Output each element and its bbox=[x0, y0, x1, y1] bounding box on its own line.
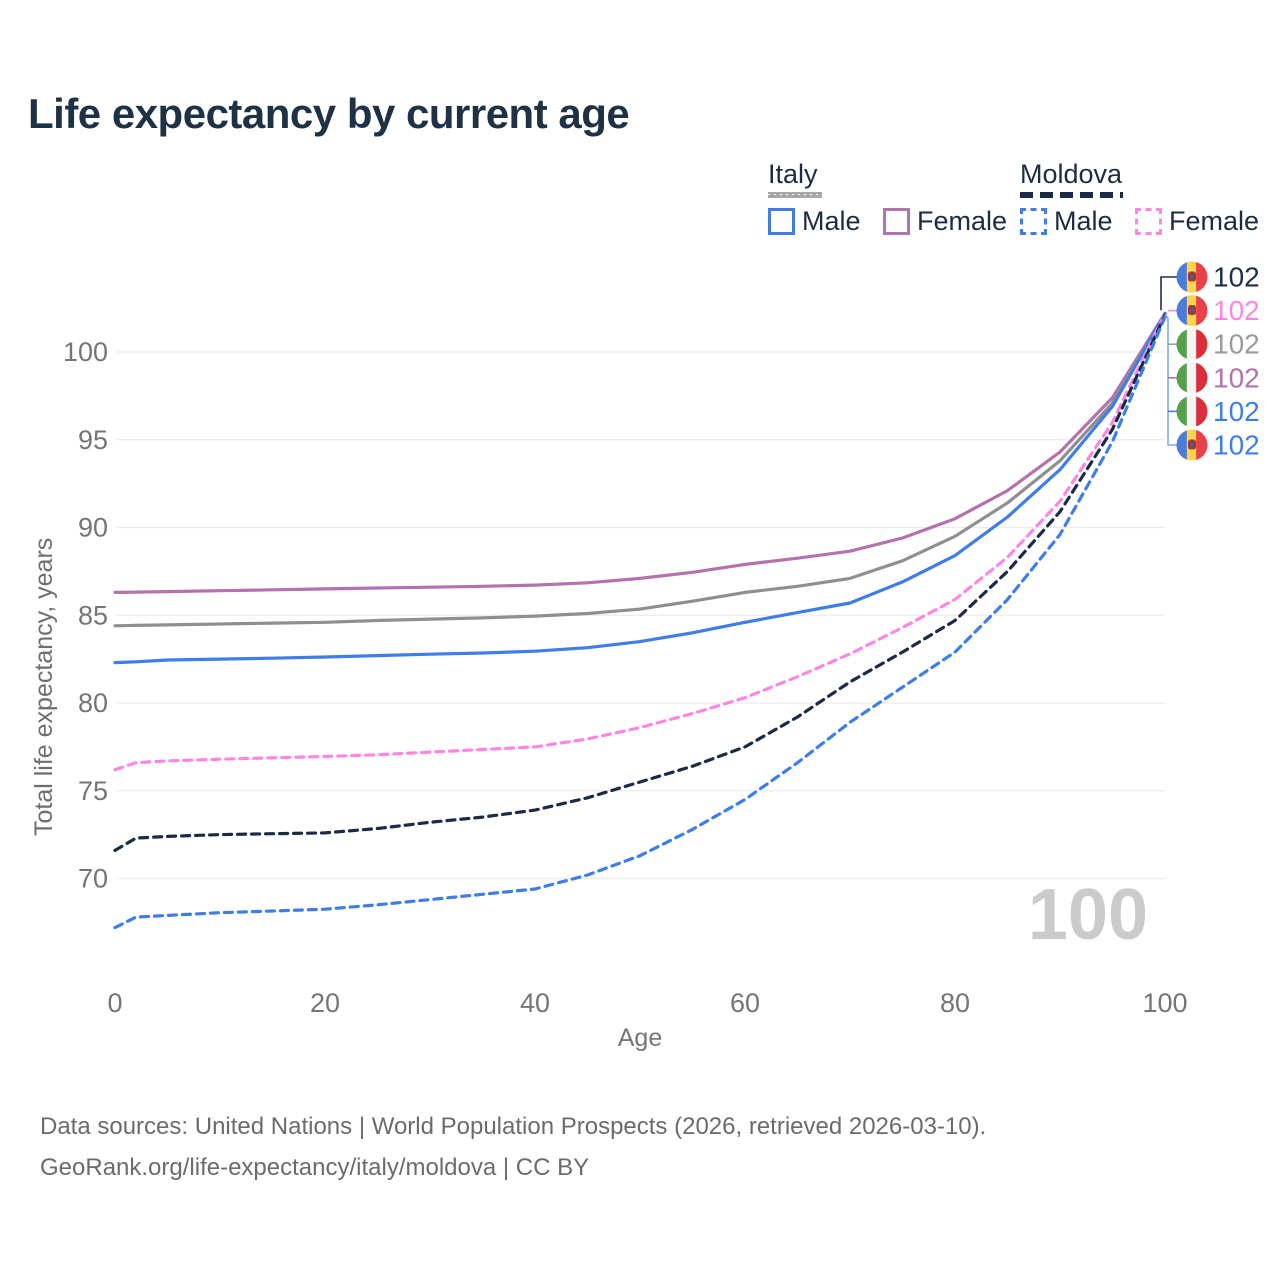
legend-item-label: Female bbox=[1168, 205, 1260, 236]
legend-item-label: Male bbox=[802, 205, 861, 236]
legend-item-italy-male[interactable]: Male bbox=[768, 206, 861, 237]
italy-flag-icon bbox=[1176, 362, 1208, 394]
legend-item-italy-female[interactable]: Female bbox=[882, 205, 1008, 237]
moldova-flag-icon bbox=[1176, 295, 1208, 327]
y-tick-70: 70 bbox=[78, 864, 108, 894]
legend-item-moldova-female[interactable]: Female bbox=[1134, 205, 1260, 237]
legend-moldova-line-sample bbox=[1020, 191, 1123, 198]
legend-item-moldova-male[interactable]: Male bbox=[1020, 206, 1113, 237]
legend-country-italy[interactable]: Italy bbox=[768, 159, 818, 189]
x-tick-100: 100 bbox=[1142, 988, 1187, 1018]
y-tick-80: 80 bbox=[78, 688, 108, 718]
y-axis-title: Total life expectancy, years bbox=[30, 537, 58, 836]
legend-country-moldova[interactable]: Moldova bbox=[1020, 159, 1123, 189]
legend-italy-line-sample bbox=[768, 191, 822, 198]
y-tick-90: 90 bbox=[78, 513, 108, 543]
x-tick-0: 0 bbox=[107, 988, 122, 1018]
series-line-moldova-female[interactable] bbox=[113, 311, 1167, 772]
end-value-label-italy-both-sexes: 102 bbox=[1213, 329, 1260, 360]
legend-item-label: Female bbox=[916, 205, 1008, 236]
x-tick-20: 20 bbox=[310, 988, 340, 1018]
y-tick-100: 100 bbox=[63, 337, 108, 367]
italy-male-swatch-icon bbox=[768, 207, 795, 235]
x-tick-60: 60 bbox=[730, 988, 760, 1018]
page-title: Life expectancy by current age bbox=[28, 90, 630, 137]
current-age-watermark: 100 bbox=[1027, 875, 1148, 955]
legend-item-label: Male bbox=[1054, 205, 1113, 236]
x-axis-title: Age bbox=[617, 1024, 663, 1052]
x-tick-40: 40 bbox=[520, 988, 550, 1018]
legend: Italy Male Female Moldova Male Female bbox=[766, 159, 1259, 240]
moldova-flag-icon bbox=[1176, 429, 1208, 461]
italy-female-swatch-icon bbox=[882, 207, 910, 235]
series-line-italy-male[interactable] bbox=[113, 311, 1167, 665]
moldova-male-swatch-icon bbox=[1020, 207, 1047, 235]
moldova-female-swatch-icon bbox=[1134, 207, 1162, 235]
y-tick-85: 85 bbox=[78, 600, 108, 630]
attribution-line: GeoRank.org/life-expectancy/italy/moldov… bbox=[40, 1154, 590, 1181]
moldova-flag-icon bbox=[1176, 261, 1208, 293]
legend-group-italy: Italy Male Female bbox=[768, 159, 1025, 240]
y-tick-75: 75 bbox=[78, 776, 108, 806]
end-value-label-moldova-female: 102 bbox=[1213, 295, 1260, 326]
leader-line bbox=[1160, 276, 1177, 311]
legend-group-moldova: Moldova Male Female bbox=[1020, 159, 1277, 240]
end-value-label-moldova-male: 102 bbox=[1213, 430, 1260, 461]
end-value-label-italy-female: 102 bbox=[1213, 362, 1260, 393]
end-value-label-italy-male: 102 bbox=[1213, 396, 1260, 427]
x-tick-80: 80 bbox=[940, 988, 970, 1018]
end-value-label-moldova-both-sexes: 102 bbox=[1213, 262, 1260, 293]
series-line-italy-female[interactable] bbox=[113, 311, 1167, 594]
footer: Data sources: United Nations | World Pop… bbox=[40, 1106, 986, 1188]
series-line-italy-both-sexes[interactable] bbox=[113, 311, 1167, 628]
italy-flag-icon bbox=[1176, 328, 1208, 360]
data-sources-line: Data sources: United Nations | World Pop… bbox=[40, 1113, 987, 1140]
series-line-moldova-both-sexes[interactable] bbox=[113, 313, 1167, 852]
italy-flag-icon bbox=[1176, 395, 1208, 427]
leader-line bbox=[1164, 313, 1177, 446]
series-line-moldova-male[interactable] bbox=[113, 315, 1167, 930]
y-tick-95: 95 bbox=[78, 425, 108, 455]
